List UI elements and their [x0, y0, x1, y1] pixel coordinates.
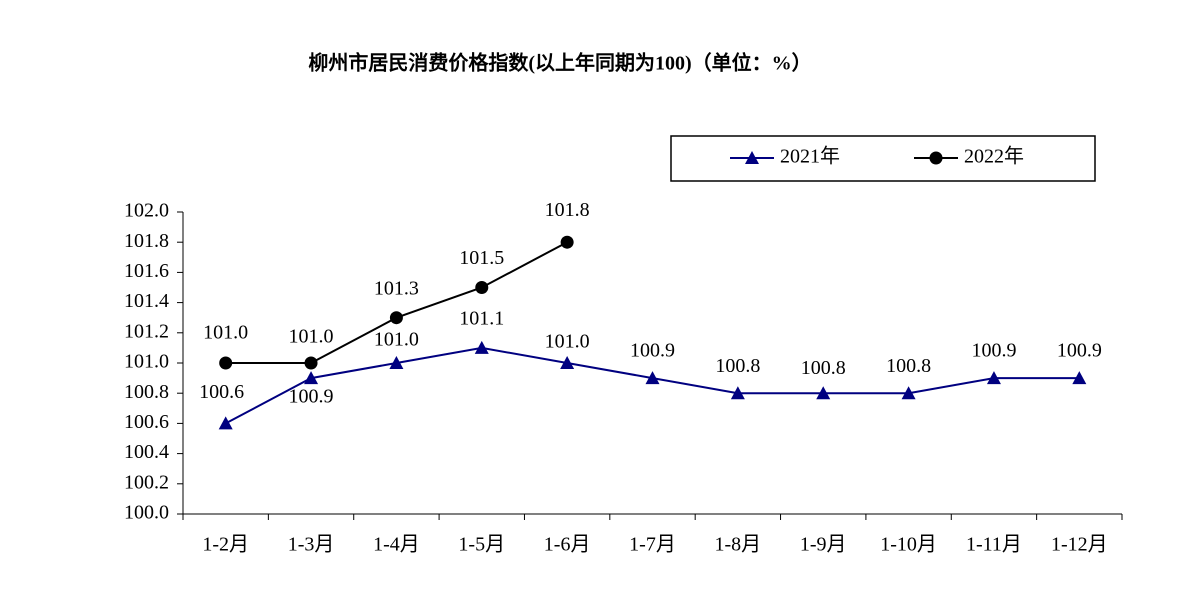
y-tick-label: 101.6 — [124, 260, 169, 282]
x-tick-label: 1-3月 — [288, 534, 335, 556]
data-point — [986, 371, 1001, 385]
x-tick-label: 1-10月 — [880, 534, 937, 556]
data-point — [645, 371, 660, 385]
chart-title: 柳州市居民消费价格指数(以上年同期为100)（单位：%） — [308, 51, 811, 75]
data-label: 100.9 — [630, 340, 675, 362]
x-tick-label: 1-4月 — [373, 534, 420, 556]
data-point — [730, 386, 745, 400]
legend-label: 2021年 — [780, 145, 840, 168]
data-label: 100.8 — [886, 355, 931, 377]
data-label: 101.5 — [459, 247, 504, 269]
data-label: 100.8 — [801, 357, 846, 379]
x-tick-label: 1-11月 — [966, 534, 1022, 556]
data-label: 101.1 — [459, 307, 504, 329]
y-tick-label: 100.4 — [124, 441, 169, 463]
data-point — [219, 356, 233, 370]
data-label: 100.8 — [715, 355, 760, 377]
data-label: 101.3 — [374, 277, 419, 299]
data-point — [560, 356, 575, 369]
data-point — [816, 386, 831, 400]
data-point — [1072, 371, 1087, 385]
data-label: 101.0 — [545, 331, 590, 353]
data-point — [389, 311, 403, 325]
y-tick-label: 102.0 — [124, 200, 169, 222]
data-point — [304, 356, 318, 370]
data-label: 100.9 — [289, 386, 334, 408]
legend-marker — [929, 151, 943, 165]
data-point — [475, 281, 489, 294]
y-tick-label: 100.6 — [124, 411, 169, 433]
y-tick-label: 101.8 — [124, 230, 169, 252]
x-tick-label: 1-5月 — [458, 534, 505, 556]
data-label: 101.0 — [289, 326, 334, 348]
legend-marker — [745, 151, 759, 164]
y-tick-label: 100.0 — [124, 502, 169, 524]
x-tick-label: 1-9月 — [800, 534, 847, 556]
x-tick-label: 1-2月 — [202, 534, 249, 556]
data-point — [389, 356, 404, 369]
data-point — [304, 371, 319, 385]
data-label: 101.0 — [203, 322, 248, 344]
data-label: 101.8 — [545, 199, 590, 221]
data-point — [560, 235, 574, 249]
legend-label: 2022年 — [964, 145, 1024, 168]
y-tick-label: 101.4 — [124, 290, 169, 312]
y-tick-label: 100.2 — [124, 471, 169, 493]
x-tick-label: 1-12月 — [1051, 534, 1108, 556]
data-label: 101.0 — [374, 329, 419, 351]
data-label: 100.9 — [1057, 340, 1102, 362]
data-point — [901, 386, 916, 400]
y-tick-label: 101.0 — [124, 351, 169, 373]
x-tick-label: 1-7月 — [629, 534, 676, 556]
data-label: 100.9 — [971, 340, 1016, 362]
data-point — [474, 340, 489, 354]
x-tick-label: 1-8月 — [715, 534, 762, 556]
y-tick-label: 100.8 — [124, 381, 169, 403]
data-label: 100.6 — [199, 381, 244, 403]
y-tick-label: 101.2 — [124, 320, 169, 342]
data-point — [218, 416, 233, 430]
x-tick-label: 1-6月 — [544, 534, 591, 556]
